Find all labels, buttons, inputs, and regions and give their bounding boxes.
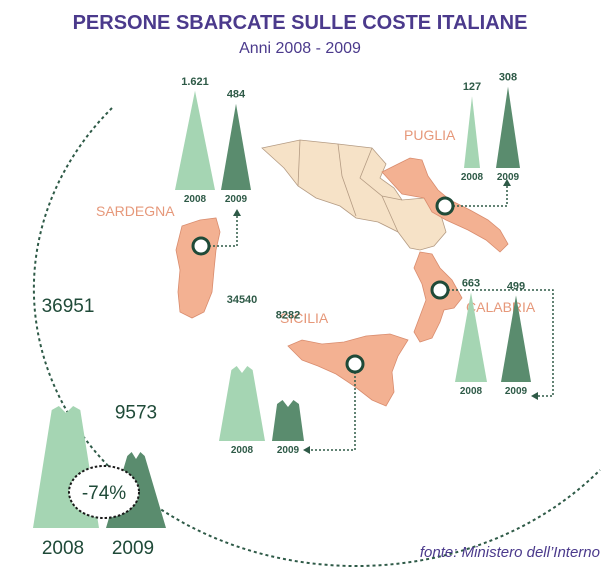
- chart-subtitle: Anni 2008 - 2009: [239, 40, 361, 57]
- sicilia-2008-value: 34540: [227, 294, 258, 306]
- marker-sicilia: [345, 354, 365, 374]
- sicilia-2009-year: 2009: [277, 445, 300, 456]
- total-2008-year: 2008: [42, 538, 84, 559]
- change-percent: -74%: [82, 483, 126, 504]
- marker-calabria: [430, 280, 450, 300]
- calabria-2008-value: 663: [462, 277, 480, 289]
- region-label-calabria: CALABRIA: [466, 299, 536, 315]
- sardegna-2009-year: 2009: [225, 194, 248, 205]
- calabria-2009-year: 2009: [505, 386, 528, 397]
- map-central-regions: [261, 139, 447, 251]
- chart-title: PERSONE SBARCATE SULLE COSTE ITALIANE: [73, 12, 528, 34]
- total-2008-value: 36951: [42, 296, 95, 317]
- total-chart: 36951 9573 2008 2009 -74%: [33, 296, 166, 559]
- calabria-2008-triangle: [455, 292, 487, 382]
- arrowhead-sicilia: [303, 446, 310, 454]
- calabria-2009-value: 499: [507, 280, 525, 292]
- arrowhead-puglia: [503, 179, 511, 186]
- puglia-2009-triangle: [496, 86, 520, 168]
- connector-puglia: [445, 184, 508, 207]
- regional-charts: 1.621 2008 484 2009 34540 2008 8282 2009 127 2008…: [175, 72, 531, 456]
- calabria-2008-year: 2008: [460, 386, 483, 397]
- total-2009-year: 2009: [112, 538, 154, 559]
- puglia-2009-year: 2009: [497, 172, 520, 183]
- total-2009-value: 9573: [115, 402, 157, 423]
- puglia-2009-value: 308: [499, 72, 517, 84]
- puglia-2008-value: 127: [463, 81, 481, 93]
- sardegna-2009-value: 484: [227, 89, 246, 101]
- connector-sardegna: [201, 214, 238, 247]
- map-region-borders: [297, 139, 403, 233]
- marker-puglia: [435, 196, 455, 216]
- region-label-sicilia: SICILIA: [280, 310, 329, 326]
- connector-sicilia: [308, 364, 356, 451]
- sicilia-2009-value: 8282: [276, 309, 300, 321]
- puglia-2008-triangle: [464, 96, 480, 168]
- connector-arrowheads: [233, 179, 538, 454]
- arrowhead-sardegna: [233, 209, 241, 216]
- sardegna-2008-year: 2008: [184, 194, 207, 205]
- region-label-puglia: PUGLIA: [404, 127, 456, 143]
- source-note: fonte: Ministero dell’Interno: [420, 544, 600, 561]
- puglia-2008-year: 2008: [461, 172, 484, 183]
- calabria-2009-triangle: [501, 295, 531, 382]
- sicilia-2008-year: 2008: [231, 445, 254, 456]
- region-label-sardegna: SARDEGNA: [96, 203, 175, 219]
- arrowhead-calabria: [531, 392, 538, 400]
- sicilia-2009-triangle: [272, 324, 304, 441]
- connector-calabria: [440, 289, 554, 397]
- sardegna-2008-triangle: [175, 90, 215, 190]
- connector-lines: [201, 184, 554, 451]
- marker-sardegna: [191, 236, 211, 256]
- map-sardegna: [175, 217, 221, 319]
- sicilia-2008-triangle: [219, 309, 265, 441]
- change-badge: [68, 465, 140, 519]
- sardegna-2008-value: 1.621: [181, 76, 209, 88]
- sardegna-2009-triangle: [221, 103, 251, 190]
